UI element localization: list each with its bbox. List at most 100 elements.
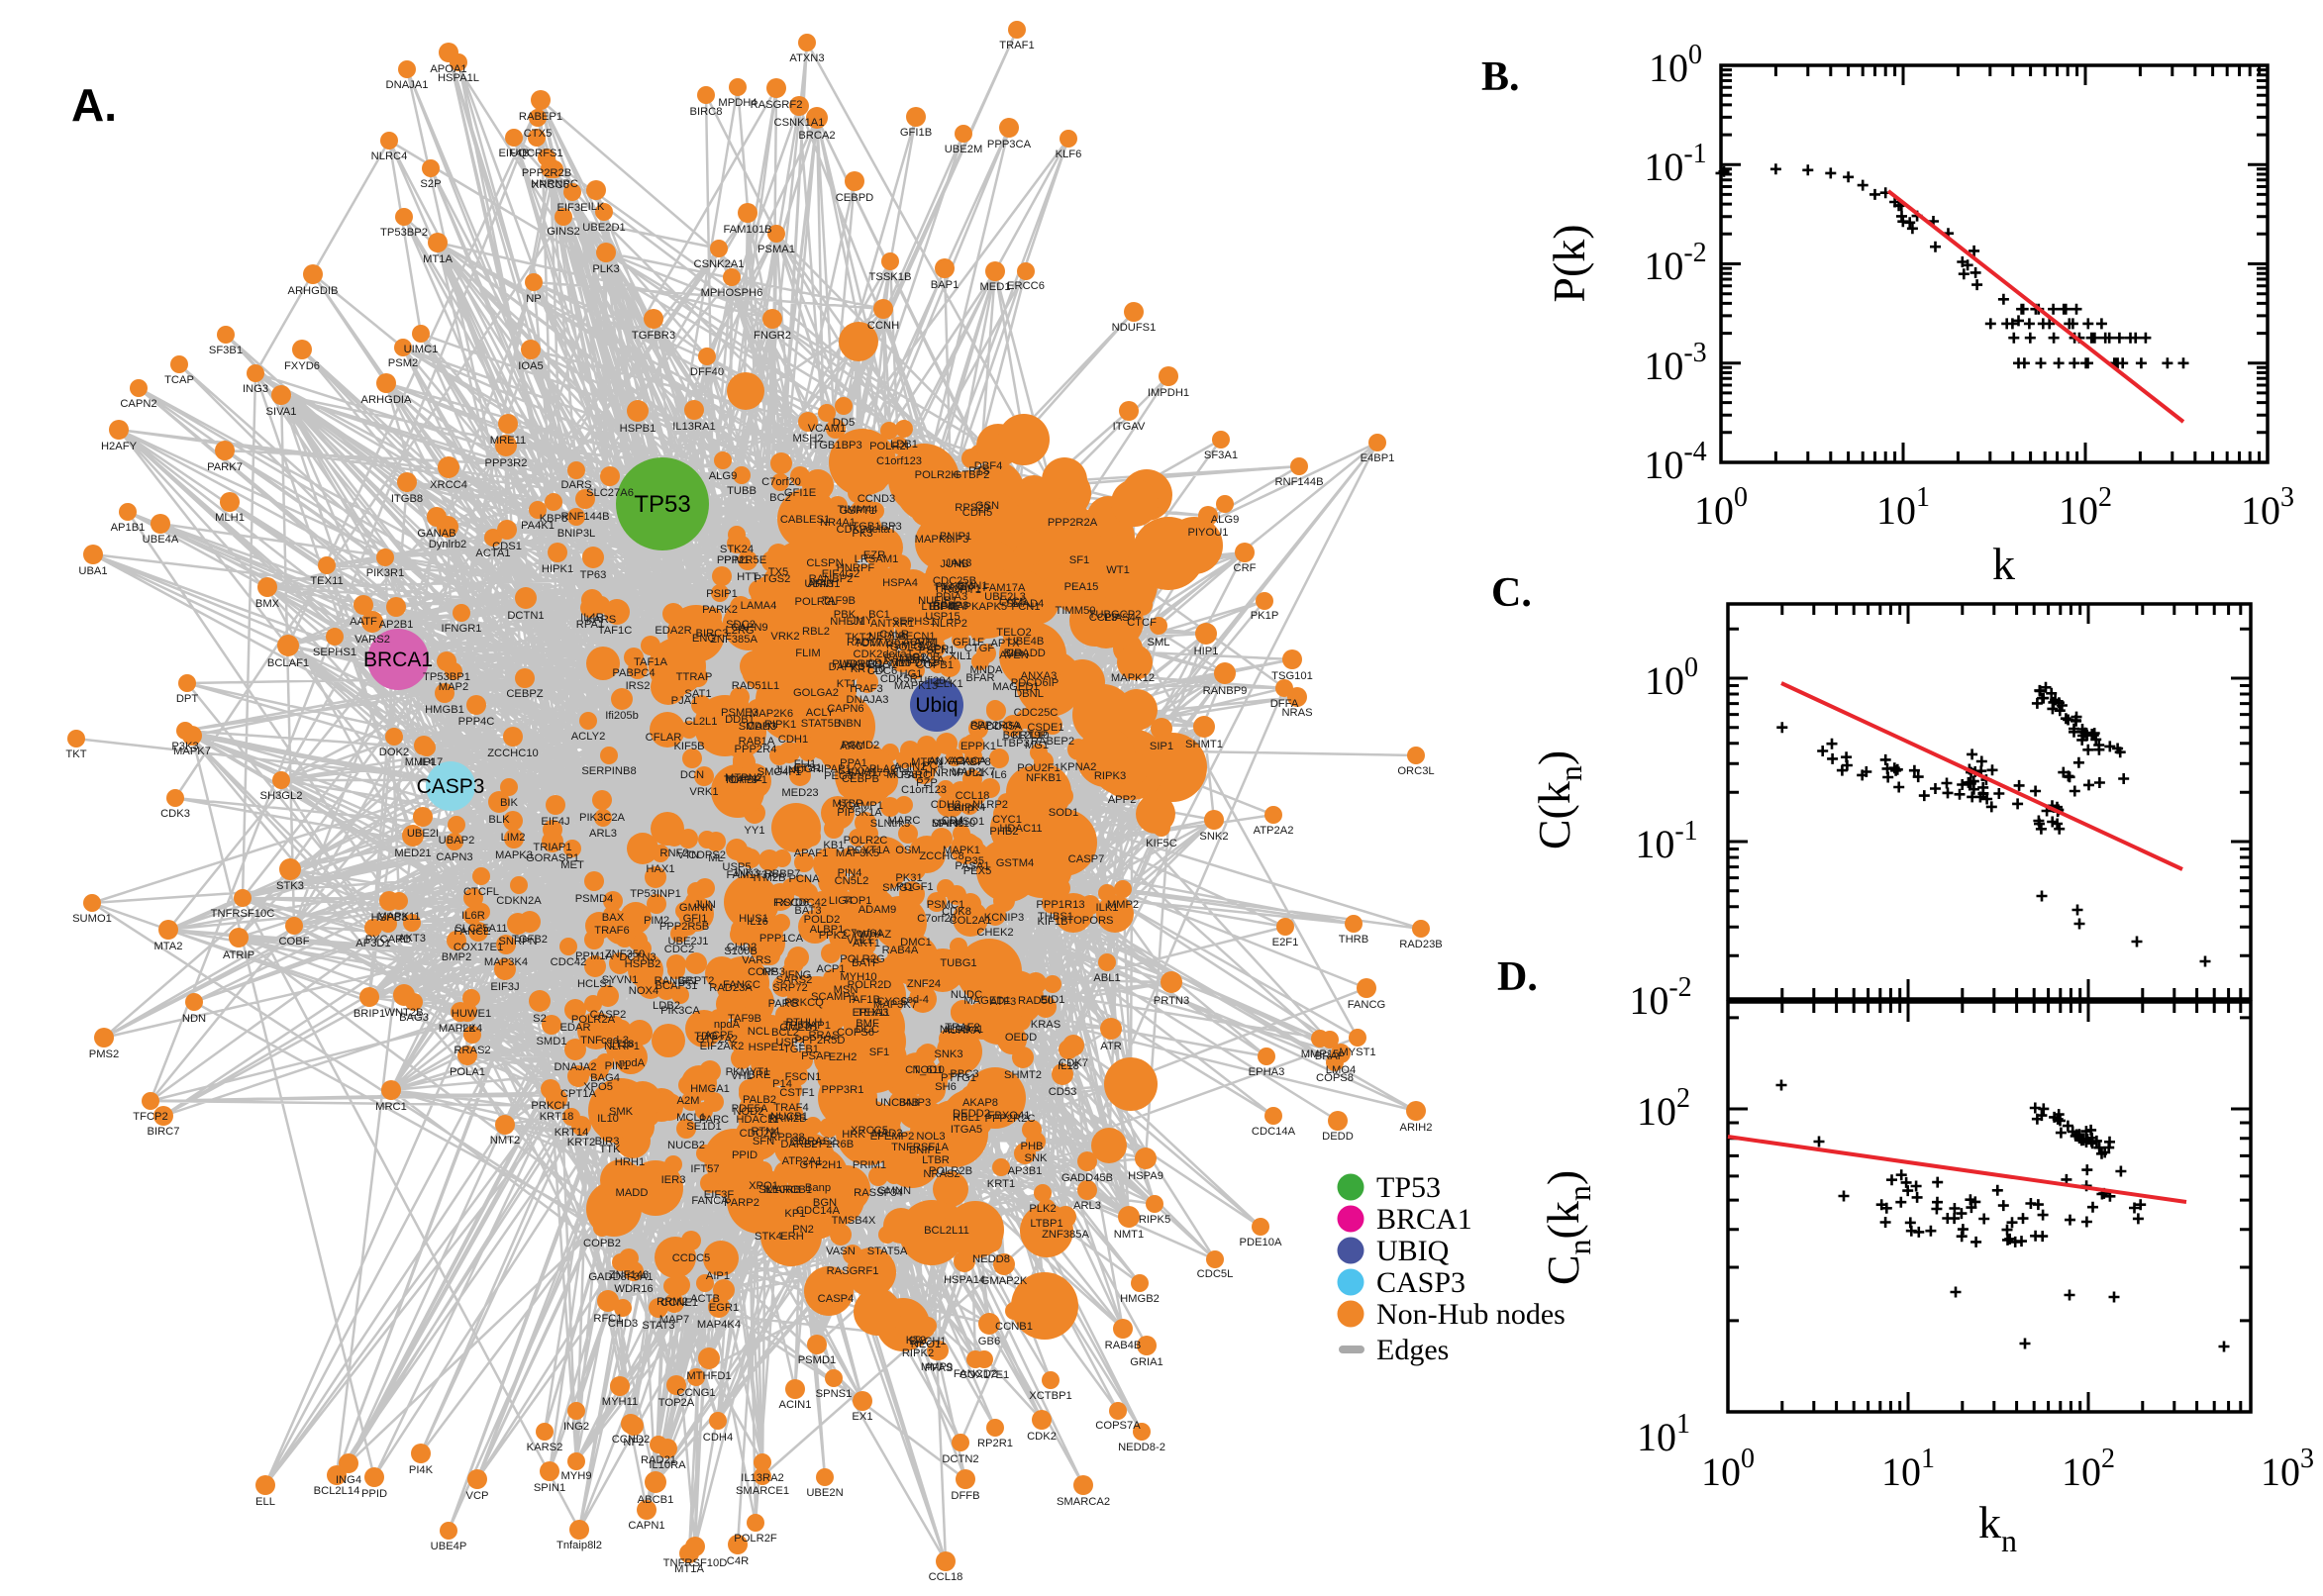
svg-text:TKT: TKT (65, 748, 86, 760)
svg-text:CCNE1: CCNE1 (660, 1297, 698, 1309)
svg-text:CDH5: CDH5 (962, 507, 992, 519)
svg-text:D.: D. (1497, 954, 1538, 1000)
svg-text:SMARCA2: SMARCA2 (1057, 1496, 1110, 1508)
svg-text:TRAF2: TRAF2 (945, 1022, 979, 1034)
svg-text:C7orf20: C7orf20 (917, 913, 957, 925)
svg-text:RRM2: RRM2 (656, 1296, 688, 1308)
svg-text:KRT9P: KRT9P (1012, 730, 1048, 742)
svg-text:UBE2M: UBE2M (945, 144, 983, 155)
svg-text:CLSPN: CLSPN (806, 557, 843, 569)
svg-text:LT18: LT18 (610, 1039, 635, 1050)
svg-text:RASSF34: RASSF34 (854, 1187, 903, 1199)
svg-text:CCL3: CCL3 (1089, 612, 1118, 624)
svg-text:HG1: HG1 (899, 668, 922, 680)
svg-text:MAPK10: MAPK10 (932, 818, 975, 830)
svg-text:TIMM44: TIMM44 (837, 504, 877, 516)
svg-text:GMEB1: GMEB1 (779, 1022, 818, 1034)
svg-text:NP: NP (526, 293, 542, 305)
svg-text:TGFBR3: TGFBR3 (632, 330, 675, 342)
svg-text:ITM2B: ITM2B (754, 872, 786, 884)
svg-text:SF3A1: SF3A1 (1204, 449, 1238, 461)
svg-text:CHD3: CHD3 (608, 1318, 638, 1330)
svg-text:MMP15: MMP15 (1301, 1048, 1340, 1060)
svg-text:UBE2I: UBE2I (407, 828, 439, 840)
svg-text:PIN4: PIN4 (838, 867, 862, 879)
svg-text:TNF: TNF (580, 1035, 602, 1047)
svg-text:S2P: S2P (420, 178, 441, 190)
svg-text:DD5: DD5 (833, 417, 855, 429)
svg-text:VASN: VASN (826, 1246, 856, 1257)
svg-text:S2: S2 (533, 1013, 547, 1025)
svg-text:BIRC7: BIRC7 (148, 1126, 180, 1138)
svg-text:HDAC11: HDAC11 (999, 823, 1042, 835)
svg-text:AVEN: AVEN (999, 649, 1029, 661)
svg-text:SEPHS1: SEPHS1 (313, 647, 356, 658)
svg-text:npdA: npdA (714, 1019, 741, 1031)
svg-text:C1orf123: C1orf123 (901, 784, 947, 796)
svg-text:PARK2: PARK2 (702, 604, 738, 616)
svg-text:NLRP2: NLRP2 (932, 618, 967, 630)
svg-text:HMGA1: HMGA1 (690, 1083, 730, 1095)
svg-text:HMGB2: HMGB2 (1120, 1293, 1160, 1305)
svg-text:TAF1C: TAF1C (598, 625, 633, 637)
svg-text:ATR: ATR (1100, 1041, 1122, 1052)
svg-text:ATP2A2: ATP2A2 (1254, 825, 1294, 837)
svg-text:KBP8: KBP8 (540, 513, 568, 525)
svg-text:POLR2B: POLR2B (929, 1165, 972, 1177)
svg-text:MSH2: MSH2 (792, 433, 823, 445)
svg-text:PPA1: PPA1 (840, 757, 867, 769)
svg-text:SUMO1: SUMO1 (72, 913, 112, 925)
svg-text:MED21: MED21 (394, 848, 431, 859)
svg-text:EDA2R: EDA2R (655, 625, 691, 637)
svg-text:POLR2A: POLR2A (571, 1014, 616, 1026)
svg-text:MAP2: MAP2 (439, 681, 468, 693)
svg-text:JMY: JMY (851, 615, 873, 627)
svg-text:XRCC6: XRCC6 (532, 179, 569, 191)
svg-text:BC1: BC1 (868, 609, 890, 621)
svg-text:RIPK1: RIPK1 (764, 719, 796, 731)
svg-text:DAPK3: DAPK3 (829, 661, 865, 673)
svg-text:POLR2G: POLR2G (840, 953, 884, 965)
svg-text:GSPT2: GSPT2 (678, 975, 715, 987)
svg-text:HCLS1: HCLS1 (577, 978, 613, 990)
svg-text:PIYOU1: PIYOU1 (1187, 527, 1228, 539)
svg-text:RRAS2: RRAS2 (454, 1045, 490, 1056)
svg-text:POLR2D: POLR2D (848, 979, 892, 991)
svg-text:RABEP2: RABEP2 (1031, 736, 1074, 748)
svg-text:P14: P14 (772, 1078, 792, 1090)
svg-text:RAD23B: RAD23B (1399, 939, 1443, 950)
svg-text:PKN2: PKN2 (935, 581, 963, 593)
svg-text:S100A4: S100A4 (838, 765, 877, 777)
svg-text:EDAR: EDAR (559, 1022, 590, 1034)
svg-text:TTRAP: TTRAP (676, 671, 713, 683)
svg-text:DBF4: DBF4 (974, 460, 1003, 472)
svg-text:MTPN: MTPN (911, 756, 943, 768)
svg-text:MAP4K4: MAP4K4 (697, 1319, 741, 1331)
svg-text:VCP: VCP (465, 1490, 488, 1502)
svg-text:ING3: ING3 (243, 383, 268, 395)
svg-text:RTN4: RTN4 (751, 1126, 779, 1138)
svg-text:Dynlrb2: Dynlrb2 (429, 539, 467, 550)
svg-text:DDB1: DDB1 (725, 714, 755, 726)
svg-text:PSAP: PSAP (801, 1050, 831, 1062)
svg-text:CEBPB: CEBPB (842, 773, 879, 785)
svg-text:GRIA1: GRIA1 (1130, 1356, 1163, 1368)
svg-text:SMARCB1: SMARCB1 (758, 1184, 812, 1196)
svg-text:PRKCH: PRKCH (531, 1100, 569, 1112)
svg-text:TP63: TP63 (580, 569, 607, 581)
svg-text:GTF2A2: GTF2A2 (696, 1034, 738, 1046)
svg-text:CDK2deltaT: CDK2deltaT (854, 648, 914, 660)
svg-text:CDH2: CDH2 (931, 799, 960, 811)
svg-text:ENG: ENG (692, 633, 716, 645)
svg-text:P(k): P(k) (1544, 224, 1594, 302)
svg-text:DFF40: DFF40 (690, 366, 724, 378)
svg-text:CRADD: CRADD (1006, 648, 1046, 659)
svg-text:PIM2: PIM2 (644, 915, 669, 927)
svg-text:ARC: ARC (840, 741, 863, 752)
svg-text:MAP3K7: MAP3K7 (873, 999, 917, 1011)
svg-text:HNRPF: HNRPF (837, 562, 875, 574)
svg-text:P3K3: P3K3 (171, 741, 198, 752)
svg-text:RPA1: RPA1 (576, 619, 604, 631)
svg-text:STAT3: STAT3 (642, 1320, 674, 1332)
svg-text:CDK7: CDK7 (1059, 1057, 1088, 1069)
